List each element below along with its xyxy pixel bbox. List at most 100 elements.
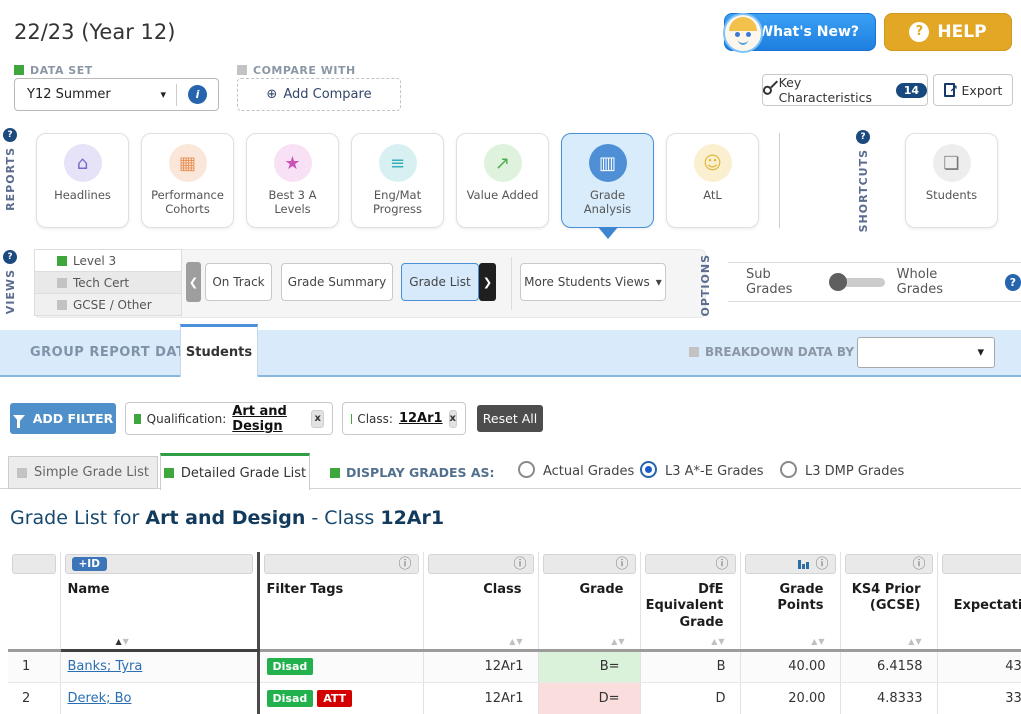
col-header-va-expectation[interactable]: VA Expectation	[937, 576, 1021, 633]
tab-detailed-grade-list[interactable]: Detailed Grade List	[160, 453, 310, 490]
remove-filter-icon[interactable]: x	[448, 409, 457, 428]
add-compare-button[interactable]: ⊕ Add Compare	[237, 78, 401, 111]
report-card-atl[interactable]: ☺ AtL	[666, 133, 759, 228]
abacus-icon: ▥	[588, 144, 627, 182]
view-button-grade-list[interactable]: Grade List	[401, 263, 479, 301]
view-button-on-track[interactable]: On Track	[205, 263, 272, 301]
disad-tag: Disad	[266, 689, 314, 707]
student-link[interactable]: Banks; Tyra	[67, 659, 143, 675]
whats-new-label: What's New?	[757, 24, 859, 40]
sort-grade[interactable]: ▲▼	[538, 632, 641, 652]
chip-value[interactable]: 12Ar1	[398, 411, 443, 426]
student-link[interactable]: Derek; Bo	[67, 690, 132, 706]
compare-label-wrap: COMPARE WITH	[237, 59, 356, 78]
dataset-label: DATA SET	[30, 64, 93, 77]
sort-va[interactable]: ▲▼	[937, 632, 1021, 652]
view-button-grade-summary[interactable]: Grade Summary	[281, 263, 393, 301]
help-button[interactable]: ? HELP	[884, 13, 1012, 51]
breakdown-label-text: BREAKDOWN DATA BY	[705, 345, 855, 359]
reset-all-button[interactable]: Reset All	[477, 405, 543, 432]
info-icon[interactable]: ⓘ	[398, 556, 412, 572]
views-scroll-left-button[interactable]: ❮	[186, 262, 201, 302]
views-level-3[interactable]: Level 3	[34, 249, 182, 272]
remove-filter-icon[interactable]: x	[311, 409, 324, 428]
report-card-value-added[interactable]: ↗ Value Added	[456, 133, 549, 228]
more-students-views-dropdown[interactable]: More Students Views ▾	[520, 263, 666, 301]
sub-whole-grades-toggle[interactable]	[828, 272, 885, 291]
col-header-grade-points[interactable]: Grade Points	[740, 576, 841, 633]
radio-actual-grades[interactable]	[518, 461, 535, 478]
class-cell: 12Ar1	[423, 682, 539, 714]
key-characteristics-button[interactable]: Key Characteristics 14	[761, 74, 928, 106]
tab-students[interactable]: Students	[180, 324, 258, 377]
radio-label-actual[interactable]: Actual Grades	[543, 464, 635, 479]
chip-value[interactable]: Art and Design	[232, 403, 287, 434]
add-filter-button[interactable]: ADD FILTER	[10, 403, 116, 434]
view-button-label: Grade List	[409, 275, 471, 289]
avatar-eye	[746, 32, 751, 37]
radio-label-l3-ae[interactable]: L3 A*-E Grades	[665, 464, 764, 479]
reports-section-label: ? REPORTS	[3, 128, 17, 211]
tab-simple-grade-list[interactable]: Simple Grade List	[8, 456, 158, 489]
sort-name[interactable]: ▲▼	[60, 632, 260, 652]
col-header-grade[interactable]: Grade	[538, 576, 641, 633]
dataset-select[interactable]: Y12 Summer ▾ i	[14, 78, 219, 111]
bank-icon: ⌂	[63, 144, 102, 182]
heading-class: 12Ar1	[380, 507, 445, 529]
sort-class[interactable]: ▲▼	[423, 632, 539, 652]
bar-chart-icon[interactable]	[798, 559, 810, 569]
medal-icon: ★	[273, 144, 312, 182]
options-container: Sub Grades Whole Grades ?	[728, 262, 1021, 302]
radio-l3-ae-grades[interactable]	[640, 461, 657, 478]
info-icon[interactable]: ⓘ	[615, 556, 629, 572]
level-label: Tech Cert	[73, 275, 130, 290]
report-card-eng-mat-progress[interactable]: ≡ Eng/Mat Progress	[351, 133, 444, 228]
views-gcse-other[interactable]: GCSE / Other	[34, 293, 182, 316]
views-tech-cert[interactable]: Tech Cert	[34, 271, 182, 294]
whats-new-button[interactable]: What's New?	[723, 13, 876, 53]
card-label: Value Added	[466, 188, 539, 202]
card-label: Headlines	[54, 188, 111, 202]
info-icon[interactable]: ⓘ	[912, 556, 926, 572]
dataset-value: Y12 Summer	[27, 87, 111, 102]
chevron-left-icon: ❮	[188, 275, 199, 289]
report-card-grade-analysis[interactable]: ▥ Grade Analysis	[561, 133, 654, 239]
options-help-icon[interactable]: ?	[1004, 273, 1021, 291]
breakdown-select[interactable]: ▾	[857, 337, 995, 368]
info-icon[interactable]: ⓘ	[513, 556, 527, 572]
sort-dfe[interactable]: ▲▼	[640, 632, 741, 652]
add-id-button[interactable]: +ID	[71, 557, 107, 571]
row-number: 1	[8, 650, 61, 683]
key-characteristics-count-badge: 14	[895, 82, 927, 98]
views-help-icon[interactable]: ?	[3, 250, 17, 264]
report-card-headlines[interactable]: ⌂ Headlines	[36, 133, 129, 228]
filter-tags-cell: Disad ATT	[258, 682, 424, 714]
grade-cell: B=	[538, 650, 641, 683]
col-header-ks4-prior[interactable]: KS4 Prior (GCSE)	[840, 576, 938, 633]
shortcut-card-students[interactable]: ❏ Students	[905, 133, 998, 228]
reports-help-icon[interactable]: ?	[3, 128, 17, 142]
toggle-knob[interactable]	[828, 272, 847, 291]
divider	[779, 133, 780, 228]
shortcuts-help-icon[interactable]: ?	[856, 130, 870, 144]
info-icon[interactable]: ⓘ	[715, 556, 729, 572]
dfe-cell: B	[640, 650, 741, 683]
chip-label: Class:	[357, 411, 393, 426]
sort-points[interactable]: ▲▼	[740, 632, 841, 652]
views-scroll-right-button[interactable]: ❯	[479, 263, 496, 301]
info-icon[interactable]: ⓘ	[815, 556, 829, 572]
report-card-performance-cohorts[interactable]: ▦ Performance Cohorts	[141, 133, 234, 228]
dataset-square-icon	[14, 65, 24, 75]
export-button[interactable]: Export	[933, 74, 1013, 106]
radio-label-l3-dmp[interactable]: L3 DMP Grades	[805, 464, 905, 479]
col-header-class[interactable]: Class	[423, 576, 539, 633]
sort-ks4[interactable]: ▲▼	[840, 632, 938, 652]
header-strip-tags: ⓘ	[258, 552, 424, 576]
col-header-dfe[interactable]: DfE Equivalent Grade	[640, 576, 741, 633]
smiley-icon: ☺	[693, 144, 732, 182]
dataset-info-icon[interactable]: i	[188, 85, 207, 104]
radio-l3-dmp-grades[interactable]	[780, 461, 797, 478]
col-header-name[interactable]: Name	[60, 576, 260, 633]
report-card-best-3-a-levels[interactable]: ★ Best 3 A Levels	[246, 133, 339, 228]
